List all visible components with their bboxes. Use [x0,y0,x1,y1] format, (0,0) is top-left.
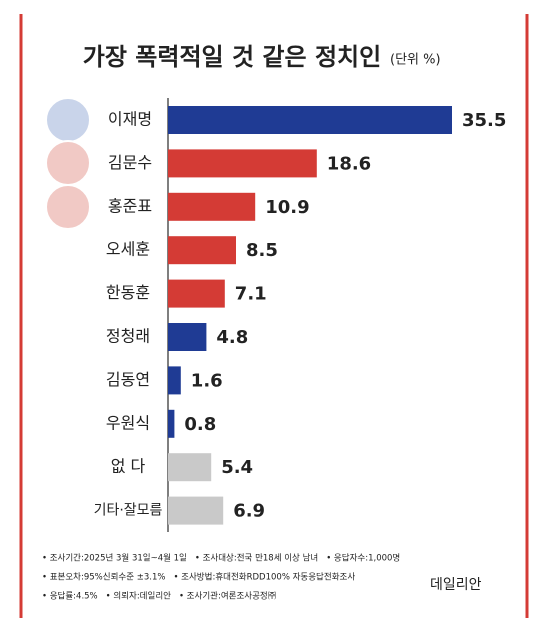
bar [168,453,212,482]
portrait [45,140,91,186]
bar [168,409,175,438]
chart-title: 가장 폭력적일 것 같은 정치인 [83,43,381,71]
category-label: 오세훈 [106,240,150,259]
bar [168,279,225,308]
category-label: 홍준표 [108,196,152,215]
category-label: 김동연 [106,370,150,389]
bar [168,323,207,351]
bar [168,192,256,221]
portraits [45,97,91,230]
bar [168,149,317,178]
category-label: 우원식 [106,413,150,432]
value-label: 5.4 [221,457,253,478]
bar [168,366,181,395]
category-label: 이재명 [108,110,152,129]
value-label: 35.5 [462,110,506,131]
watermark: 데일리안 [430,577,482,593]
category-label: 기타·잘모름 [94,503,163,519]
unit-label: (단위 %) [390,53,441,68]
footnote: • 조사기관:여론조사공정㈜ [179,591,277,602]
value-label: 18.6 [327,153,371,174]
bar [168,236,236,265]
footnote: • 조사방법:휴대전화RDD100% 자동응답전화조사 [173,572,355,583]
footnote: • 응답자수:1,000명 [326,553,400,564]
footnote: • 응답률:4.5% [42,591,98,602]
category-label: 김문수 [108,153,152,172]
portrait [45,97,91,143]
category-label: 정청래 [106,327,150,346]
bar [168,496,224,525]
footnote: • 표본오차:95%신뢰수준 ±3.1% [42,573,165,583]
bar [168,106,452,134]
value-label: 6.9 [233,501,265,522]
value-label: 8.5 [246,240,278,261]
value-label: 4.8 [216,327,248,348]
value-label: 10.9 [265,197,309,218]
value-label: 0.8 [184,414,216,435]
footnote: • 조사대상:전국 만18세 이상 남녀 [195,553,318,564]
value-label: 1.6 [191,370,223,391]
category-label: 없 다 [111,457,146,476]
footnote: • 의뢰자:데일리안 [106,591,171,602]
portrait [45,184,91,230]
category-label: 한동훈 [106,283,150,302]
footnote: • 조사기간:2025년 3월 31일~4월 1일 [42,553,187,564]
value-label: 7.1 [235,284,267,305]
